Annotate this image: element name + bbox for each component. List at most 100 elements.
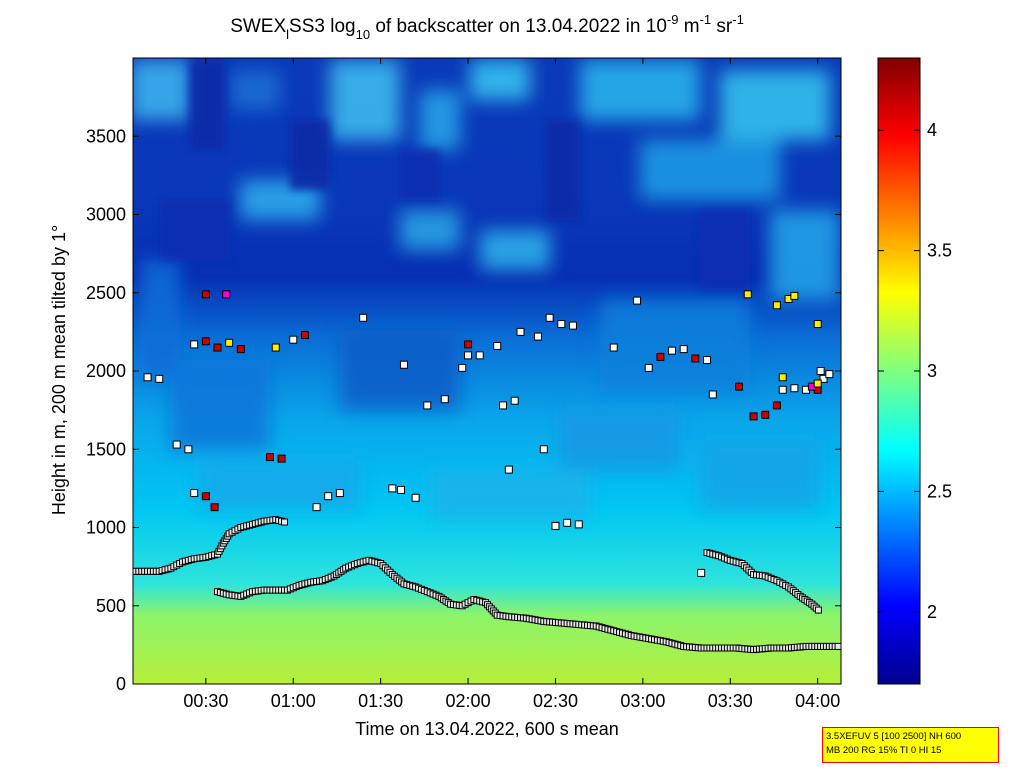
y-tick-label: 2000 (86, 361, 126, 381)
data-marker (551, 521, 560, 530)
data-marker (563, 518, 572, 527)
data-marker (813, 379, 822, 388)
y-axis-label: Height in m, 200 m mean tilted by 1° (49, 225, 69, 515)
data-marker (236, 345, 245, 354)
data-marker (423, 401, 432, 410)
chart-title: SWEXlSS3 log10 of backscatter on 13.04.2… (230, 12, 744, 42)
series-point (834, 642, 841, 650)
info-line-2: MB 200 RG 15% TI 0 HI 15 (826, 745, 942, 756)
settings-info-box: 3.5XEFUV 5 [100 2500] NH 600 MB 200 RG 1… (822, 727, 999, 763)
data-marker (743, 290, 752, 299)
data-marker (697, 568, 706, 577)
data-marker (335, 489, 344, 498)
data-marker (691, 354, 700, 363)
x-tick-label: 03:00 (620, 691, 665, 711)
data-marker (143, 373, 152, 382)
data-marker (225, 338, 234, 347)
x-tick-label: 01:00 (271, 691, 316, 711)
y-axis: 0 500 1000 1500 2000 2500 3000 3500 (86, 126, 841, 694)
data-marker (184, 445, 193, 454)
colorbar-tick-label: 4 (927, 120, 937, 140)
data-marker (464, 340, 473, 349)
heatmap-dark-patches (160, 60, 750, 290)
heatmap-texture (133, 60, 840, 520)
data-marker (265, 453, 274, 462)
series-layer (133, 516, 841, 654)
data-marker (679, 345, 688, 354)
data-marker (388, 484, 397, 493)
data-marker (411, 493, 420, 502)
data-marker (397, 485, 406, 494)
x-tick-label: 02:00 (446, 691, 491, 711)
data-marker (190, 489, 199, 498)
data-marker (493, 341, 502, 350)
data-marker (790, 291, 799, 300)
data-marker (172, 440, 181, 449)
y-tick-label: 3500 (86, 126, 126, 146)
colorbar-tick-label: 3 (927, 361, 937, 381)
x-tick-label: 03:30 (708, 691, 753, 711)
x-axis: 00:30 01:00 01:30 02:00 02:30 03:00 03:30 04:00 (183, 58, 840, 711)
data-marker (656, 352, 665, 361)
colorbar-ticks: 2 2.5 3 3.5 4 (878, 120, 952, 622)
data-marker (557, 320, 566, 329)
data-marker (609, 343, 618, 352)
data-marker (499, 401, 508, 410)
colorbar: 2 2.5 3 3.5 4 (877, 57, 952, 685)
data-marker (702, 356, 711, 365)
series-point (281, 518, 289, 526)
data-marker (210, 503, 219, 512)
data-marker (440, 395, 449, 404)
y-tick-label: 3000 (86, 205, 126, 225)
data-marker (222, 290, 231, 299)
data-marker (574, 520, 583, 529)
data-marker (213, 343, 222, 352)
data-marker (644, 363, 653, 372)
data-marker (464, 351, 473, 360)
data-marker (289, 335, 298, 344)
data-marker (539, 445, 548, 454)
colorbar-tick-label: 2.5 (927, 481, 952, 501)
y-tick-label: 1000 (86, 518, 126, 538)
data-marker (190, 340, 199, 349)
data-marker (510, 396, 519, 405)
data-marker (516, 327, 525, 336)
colorbar-gradient (877, 57, 921, 685)
data-marker (825, 370, 834, 379)
data-marker (790, 384, 799, 393)
x-tick-label: 04:00 (795, 691, 840, 711)
data-marker (813, 320, 822, 329)
data-marker (399, 360, 408, 369)
x-axis-label: Time on 13.04.2022, 600 s mean (355, 719, 619, 739)
data-marker (359, 313, 368, 322)
info-line-1: 3.5XEFUV 5 [100 2500] NH 600 (826, 731, 962, 742)
data-marker (533, 332, 542, 341)
data-marker (816, 367, 825, 375)
data-marker (735, 382, 744, 391)
data-marker (475, 351, 484, 360)
data-marker (568, 321, 577, 330)
data-marker (324, 492, 333, 501)
data-marker (277, 454, 286, 463)
data-marker (772, 301, 781, 310)
data-marker (201, 337, 210, 346)
data-marker (708, 390, 717, 399)
data-marker (778, 373, 787, 382)
data-marker (545, 313, 554, 322)
y-tick-label: 2500 (86, 283, 126, 303)
data-marker (772, 401, 781, 410)
data-marker (201, 492, 210, 501)
data-marker (778, 385, 787, 394)
data-marker (201, 290, 210, 299)
x-tick-label: 02:30 (533, 691, 578, 711)
data-marker (300, 331, 309, 340)
data-marker (749, 412, 758, 421)
series-point (814, 606, 822, 614)
data-marker (458, 363, 467, 372)
x-tick-label: 01:30 (358, 691, 403, 711)
y-tick-label: 500 (96, 596, 126, 616)
colorbar-tick-label: 2 (927, 602, 937, 622)
data-marker (668, 346, 677, 355)
markers-layer (143, 290, 834, 577)
